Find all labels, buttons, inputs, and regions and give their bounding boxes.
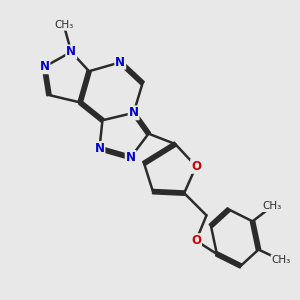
- Text: N: N: [126, 151, 136, 164]
- Text: N: N: [94, 142, 104, 155]
- Text: N: N: [66, 45, 76, 58]
- Text: CH₃: CH₃: [54, 20, 74, 30]
- Text: N: N: [40, 60, 50, 73]
- Text: CH₃: CH₃: [271, 255, 290, 265]
- Text: O: O: [191, 234, 201, 247]
- Text: O: O: [191, 160, 201, 173]
- Text: N: N: [115, 56, 125, 69]
- Text: N: N: [129, 106, 139, 119]
- Text: CH₃: CH₃: [262, 202, 281, 212]
